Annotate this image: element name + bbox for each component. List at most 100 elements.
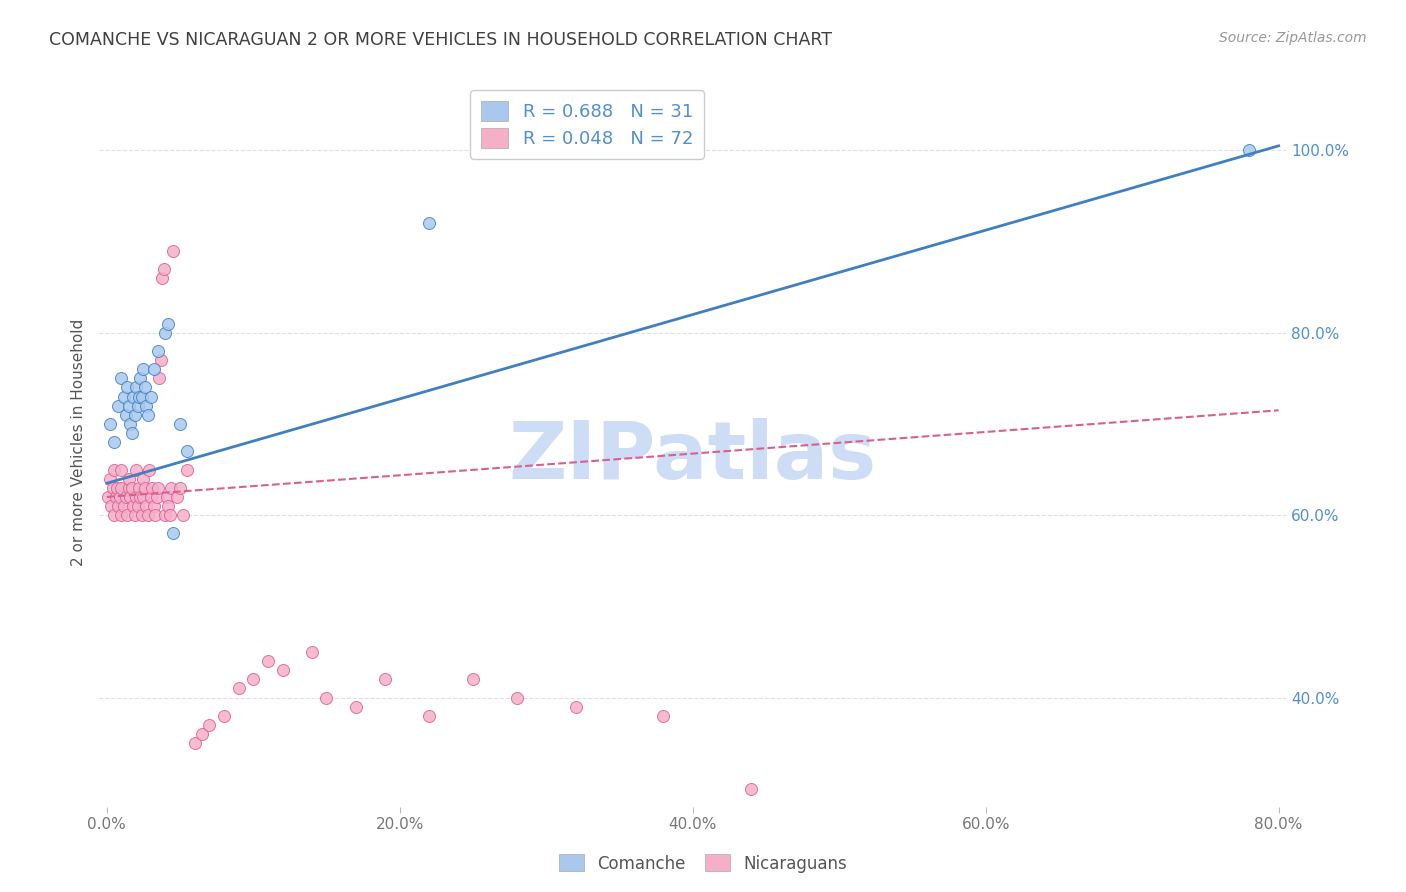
Point [110,508,132,523]
Point [118,472,141,486]
Point [271,663,294,677]
Point [131,508,153,523]
Point [374,673,396,687]
Point [138,462,160,476]
Point [146,481,169,495]
Point [740,781,762,796]
Point [142,362,165,376]
Point [157,317,180,331]
Point [132,490,155,504]
Point [110,481,132,495]
Point [152,271,174,285]
Point [149,353,172,368]
Point [301,645,323,659]
Point [153,262,176,277]
Point [145,490,167,504]
Point [143,508,166,523]
Point [1239,144,1261,158]
Point [166,490,188,504]
Text: COMANCHE VS NICARAGUAN 2 OR MORE VEHICLES IN HOUSEHOLD CORRELATION CHART: COMANCHE VS NICARAGUAN 2 OR MORE VEHICLE… [49,31,832,49]
Point [107,399,129,413]
Point [125,380,148,394]
Point [128,481,150,495]
Point [136,508,159,523]
Point [120,417,142,431]
Point [134,481,156,495]
Point [128,390,150,404]
Point [162,244,184,258]
Point [506,690,529,705]
Point [98,472,121,486]
Point [136,408,159,422]
Point [461,673,484,687]
Point [159,508,181,523]
Point [183,736,205,750]
Point [198,718,221,732]
Point [129,490,152,504]
Legend: R = 0.688   N = 31, R = 0.048   N = 72: R = 0.688 N = 31, R = 0.048 N = 72 [471,90,704,159]
Point [129,371,152,385]
Point [257,654,280,668]
Point [120,490,142,504]
Point [162,526,184,541]
Y-axis label: 2 or more Vehicles in Household: 2 or more Vehicles in Household [72,318,86,566]
Point [134,380,156,394]
Point [418,708,440,723]
Point [155,326,177,340]
Point [160,481,183,495]
Point [122,390,145,404]
Point [118,399,141,413]
Point [108,490,131,504]
Point [104,490,127,504]
Point [156,490,179,504]
Point [564,699,586,714]
Point [118,481,141,495]
Point [103,462,125,476]
Point [103,508,125,523]
Legend: Comanche, Nicaraguans: Comanche, Nicaraguans [553,847,853,880]
Point [652,708,675,723]
Point [110,371,132,385]
Point [228,681,250,696]
Point [141,481,163,495]
Point [139,490,162,504]
Point [114,490,136,504]
Point [121,426,143,441]
Point [157,499,180,513]
Point [125,462,148,476]
Point [124,408,146,422]
Point [110,462,132,476]
Text: ZIPatlas: ZIPatlas [509,417,877,496]
Point [344,699,367,714]
Point [191,727,214,741]
Point [122,499,145,513]
Point [132,362,155,376]
Point [101,481,124,495]
Point [169,417,191,431]
Point [124,508,146,523]
Point [127,499,149,513]
Point [100,499,122,513]
Point [135,399,157,413]
Point [98,417,121,431]
Point [418,216,440,230]
Point [242,673,264,687]
Point [176,444,198,458]
Point [127,399,149,413]
Point [112,390,135,404]
Point [146,344,169,359]
Point [97,490,120,504]
Point [155,508,177,523]
Point [139,390,162,404]
Point [132,472,155,486]
Point [131,390,153,404]
Point [105,481,128,495]
Point [107,499,129,513]
Point [112,499,135,513]
Point [117,380,139,394]
Point [114,408,136,422]
Point [169,481,191,495]
Point [315,690,337,705]
Text: Source: ZipAtlas.com: Source: ZipAtlas.com [1219,31,1367,45]
Point [121,481,143,495]
